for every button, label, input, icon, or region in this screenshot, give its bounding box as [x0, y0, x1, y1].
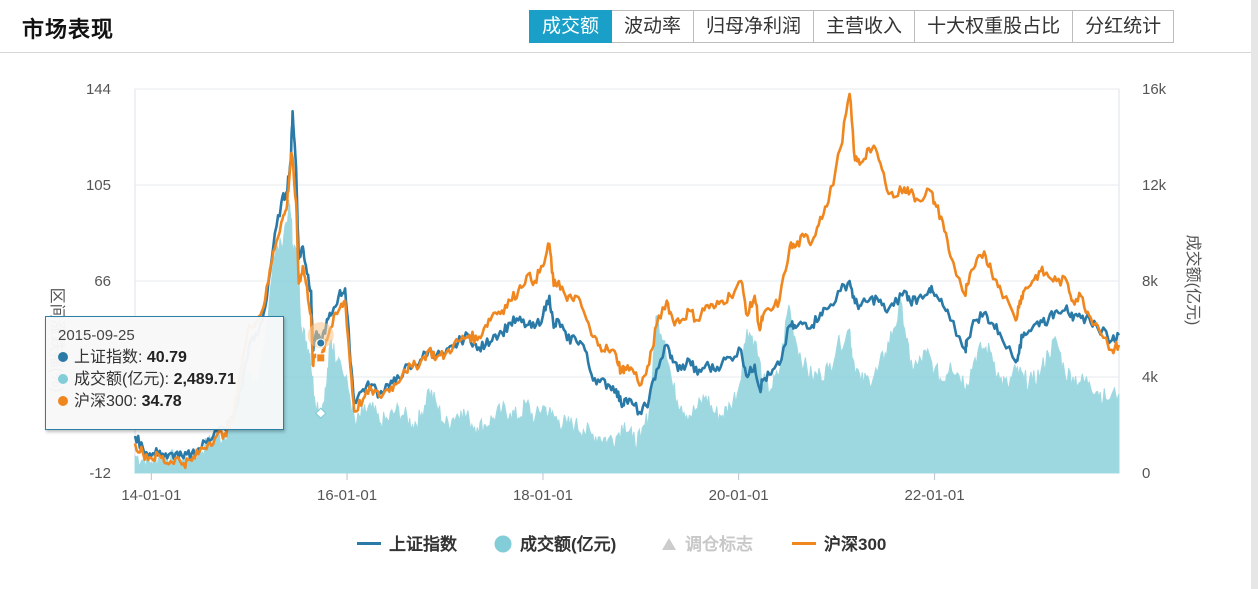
tab-revenue[interactable]: 主营收入 [814, 10, 916, 43]
hover-halo [307, 322, 334, 349]
section-title: 市场表现 [22, 17, 115, 42]
legend-rebalance-label: 调仓标志 [685, 535, 753, 554]
x-axis-tick-label: 18-01-01 [513, 487, 573, 504]
tab-top10-weight[interactable]: 十大权重股占比 [915, 10, 1074, 43]
turnover-area-layer [134, 199, 1120, 474]
tooltip-turnover-dot [58, 373, 68, 384]
line-swatch-icon [792, 541, 816, 545]
chart-axes: 1441056627-1216k12k8k4k014-01-0116-01-01… [86, 81, 1167, 504]
legend-hs300-label: 沪深300 [824, 535, 887, 554]
hs300-index-line [133, 92, 1121, 470]
hover-markers [307, 322, 334, 420]
y-axis-right-tick-label: 8k [1142, 273, 1158, 290]
legend-sse-label: 上证指数 [389, 535, 457, 554]
metric-tabs: 成交额 波动率 归母净利润 主营收入 十大权重股占比 分红统计 [529, 10, 1175, 43]
tab-volatility[interactable]: 波动率 [612, 10, 695, 43]
y-axis-right-label: 成交额(亿元) [1184, 235, 1202, 326]
legend-turnover-label: 成交额(亿元) [520, 535, 617, 554]
x-axis-tick-label: 14-01-01 [121, 487, 181, 504]
tooltip-row-hs300: 沪深300: 34.78 [58, 391, 283, 413]
legend-item-hs300[interactable]: 沪深300 [792, 530, 886, 560]
tab-dividend[interactable]: 分红统计 [1073, 10, 1175, 43]
chart-tooltip: 2015-09-25 上证指数: 40.79 成交额(亿元): 2,489.71… [45, 316, 284, 430]
legend-item-rebalance[interactable]: 调仓标志 [661, 530, 753, 560]
legend-item-sse[interactable]: 上证指数 [357, 530, 457, 560]
y-axis-right-tick-label: 16k [1142, 81, 1167, 98]
x-axis-tick-label: 16-01-01 [317, 487, 377, 504]
tab-turnover[interactable]: 成交额 [529, 10, 613, 43]
triangle-swatch-icon [662, 537, 676, 550]
circle-swatch-icon [494, 535, 512, 553]
x-axis-tick-label: 20-01-01 [709, 487, 769, 504]
y-axis-right-tick-label: 4k [1142, 369, 1158, 386]
tooltip-sse-value: 40.79 [146, 349, 187, 366]
hs300-hover-marker [316, 353, 326, 363]
tab-net-profit[interactable]: 归母净利润 [694, 10, 815, 43]
sse-index-line [133, 109, 1121, 460]
tooltip-hs300-value: 34.78 [141, 393, 182, 410]
turnover-hover-marker [314, 407, 327, 420]
tooltip-hs300-dot [58, 395, 68, 406]
y-axis-left-tick-label: 144 [86, 81, 111, 98]
right-frame-border [1251, 0, 1258, 589]
y-axis-left-tick-label: -12 [89, 465, 111, 482]
market-chart[interactable]: 1441056627-1216k12k8k4k014-01-0116-01-01… [0, 53, 1251, 523]
chart-legend: 上证指数 成交额(亿元) 调仓标志 沪深300 [0, 530, 1251, 560]
y-axis-left-tick-label: 105 [86, 177, 111, 194]
sse-hover-marker [316, 338, 326, 348]
tooltip-row-turnover: 成交额(亿元): 2,489.71 [58, 369, 283, 391]
tooltip-sse-dot [58, 351, 68, 362]
y-axis-left-tick-label: 66 [94, 273, 111, 290]
tooltip-row-sse: 上证指数: 40.79 [58, 347, 283, 369]
tooltip-date: 2015-09-25 [58, 327, 135, 344]
legend-item-turnover[interactable]: 成交额(亿元) [494, 530, 616, 560]
tooltip-hs300-label: 沪深300: [74, 393, 142, 410]
y-axis-right-tick-label: 12k [1142, 177, 1167, 194]
turnover-area [134, 199, 1120, 474]
y-axis-right-tick-label: 0 [1142, 465, 1150, 482]
line-swatch-icon [357, 541, 381, 545]
tooltip-sse-label: 上证指数: [74, 349, 147, 366]
x-axis-tick-label: 22-01-01 [905, 487, 965, 504]
index-lines-layer [133, 92, 1121, 470]
section-header: 市场表现 成交额 波动率 归母净利润 主营收入 十大权重股占比 分红统计 [0, 0, 1251, 53]
tooltip-turnover-label: 成交额(亿元): [74, 371, 174, 388]
tooltip-turnover-value: 2,489.71 [173, 371, 236, 388]
